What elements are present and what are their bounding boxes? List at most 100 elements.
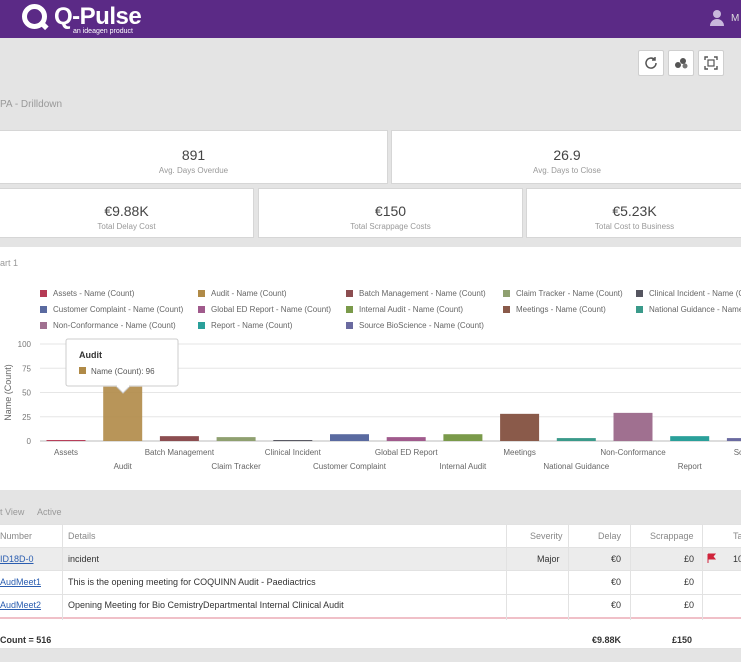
tooltip-swatch [79,367,86,374]
row-scrappage: £0 [684,554,695,564]
bar-national-guidance [556,438,596,441]
footer-delay-total: €9.88K [592,635,622,645]
logo-subtitle: an ideagen product [73,28,133,35]
kpi-label: Avg. Days to Close [533,166,601,175]
bar-non-conformance [613,412,653,441]
x-tick-label: Claim Tracker [211,462,261,471]
column-header-number[interactable]: Number [0,531,33,541]
legend-item-claim-tracker[interactable]: Claim Tracker - Name (Count) [503,289,623,298]
column-header-delay[interactable]: Delay [598,531,622,541]
row-number-link[interactable]: AudMeet1 [0,577,42,587]
kpi-label: Total Scrappage Costs [350,222,431,231]
legend-item-global-ed-report[interactable]: Global ED Report - Name (Count) [198,305,331,314]
bar-meetings [500,413,540,441]
bar-report [670,436,710,441]
y-axis-label: Name (Count) [3,364,13,421]
list-view-caption: t View [0,507,25,517]
y-tick-label: 100 [18,340,32,349]
bar-customer-complaint [330,434,369,441]
x-tick-label: Internal Audit [440,462,487,471]
row-delay: €0 [611,577,622,587]
refresh-button[interactable] [638,50,664,76]
bar-chart: 100 75 50 25 0 Name (Count) Assets Audit Batch M… [3,338,741,471]
legend-item-batch-management[interactable]: Batch Management - Name (Count) [346,289,486,298]
legend-item-meetings[interactable]: Meetings - Name (Count) [503,305,606,314]
chart-tooltip: Audit Name (Count): 96 [65,338,179,394]
bar-clinical-incident [273,440,313,442]
x-tick-label: Assets [54,448,78,457]
legend-swatch [636,290,643,297]
legend-swatch [503,290,510,297]
fullscreen-icon [704,56,718,70]
kpi-value: 26.9 [553,147,581,163]
legend-swatch [40,306,47,313]
y-tick-label: 25 [22,413,31,422]
legend-item-report[interactable]: Report - Name (Count) [198,321,292,330]
legend-item-customer-complaint[interactable]: Customer Complaint - Name (Count) [40,305,183,314]
bar-assets [46,440,86,442]
kpi-card-cost-to-business[interactable]: €5.23K Total Cost to Business [526,188,741,238]
logo-text[interactable]: Q-Pulse [54,3,142,30]
row-extra: 10 [733,554,741,564]
legend-swatch [346,322,353,329]
bar-claim-tracker [216,437,256,441]
fullscreen-button[interactable] [698,50,724,76]
x-tick-label: National Guidance [543,462,609,471]
kpi-label: Total Delay Cost [97,222,156,231]
kpi-card-days-to-close[interactable]: 26.9 Avg. Days to Close [391,130,741,184]
kpi-value: €9.88K [104,203,149,219]
legend-item-internal-audit[interactable]: Internal Audit - Name (Count) [346,305,463,314]
x-tick-label: Batch Management [145,448,215,457]
row-number-link[interactable]: AudMeet2 [0,600,42,610]
x-tick-label: Clinical Incident [265,448,322,457]
kpi-label: Avg. Days Overdue [158,166,229,175]
column-header-scrappage[interactable]: Scrappage [650,531,694,541]
kpi-label: Total Cost to Business [594,222,675,231]
legend-swatch [40,322,47,329]
row-scrappage: £0 [684,600,695,610]
legend-item-clinical-incident[interactable]: Clinical Incident - Name (Count) [636,289,741,298]
row-details: incident [68,554,100,564]
row-scrappage: £0 [684,577,695,587]
filter-icon [675,58,688,69]
user-name[interactable]: M [731,13,740,24]
legend-item-source-bioscience[interactable]: Source BioScience - Name (Count) [346,321,484,330]
kpi-card-days-overdue[interactable]: 891 Avg. Days Overdue [0,130,388,184]
bar-audit [103,386,143,441]
top-bar [0,0,741,38]
kpi-value: €5.23K [612,203,657,219]
footer-count: Count = 516 [0,635,52,645]
x-tick-label: Audit [114,462,133,471]
column-header-extra[interactable]: Ta [733,531,741,541]
legend-swatch [198,322,205,329]
legend-item-national-guidance[interactable]: National Guidance - Name (Count) [636,305,741,314]
row-delay: €0 [611,554,622,564]
legend-swatch [636,306,643,313]
data-grid [0,524,741,649]
y-tick-label: 75 [22,364,31,373]
filter-button[interactable] [668,50,694,76]
kpi-value: €150 [374,203,407,219]
x-tick-label: Non-Conformance [600,448,666,457]
bar-batch-management [159,436,199,441]
row-details: Opening Meeting for Bio CemistryDepartme… [68,600,344,610]
row-details: This is the opening meeting for COQUINN … [68,577,316,587]
legend-item-non-conformance[interactable]: Non-Conformance - Name (Count) [40,321,176,330]
column-header-severity[interactable]: Severity [530,531,563,541]
kpi-card-scrappage-costs[interactable]: €150 Total Scrappage Costs [258,188,523,238]
legend-swatch [198,306,205,313]
table-row-selected[interactable] [0,547,741,570]
column-header-details[interactable]: Details [68,531,96,541]
legend-item-audit[interactable]: Audit - Name (Count) [198,289,287,298]
tooltip-title: Audit [79,350,102,360]
kpi-card-delay-cost[interactable]: €9.88K Total Delay Cost [0,188,254,238]
x-tick-label: Report [678,462,703,471]
q-pulse-logo-icon[interactable] [22,4,47,29]
y-tick-label: 50 [22,389,31,398]
x-tick-label: Meetings [503,448,535,457]
row-number-link[interactable]: ID18D-0 [0,554,34,564]
list-active-caption[interactable]: Active [37,507,62,517]
user-icon[interactable] [710,10,724,26]
legend-item-assets[interactable]: Assets - Name (Count) [40,289,134,298]
bar-global-ed-report [386,437,426,441]
